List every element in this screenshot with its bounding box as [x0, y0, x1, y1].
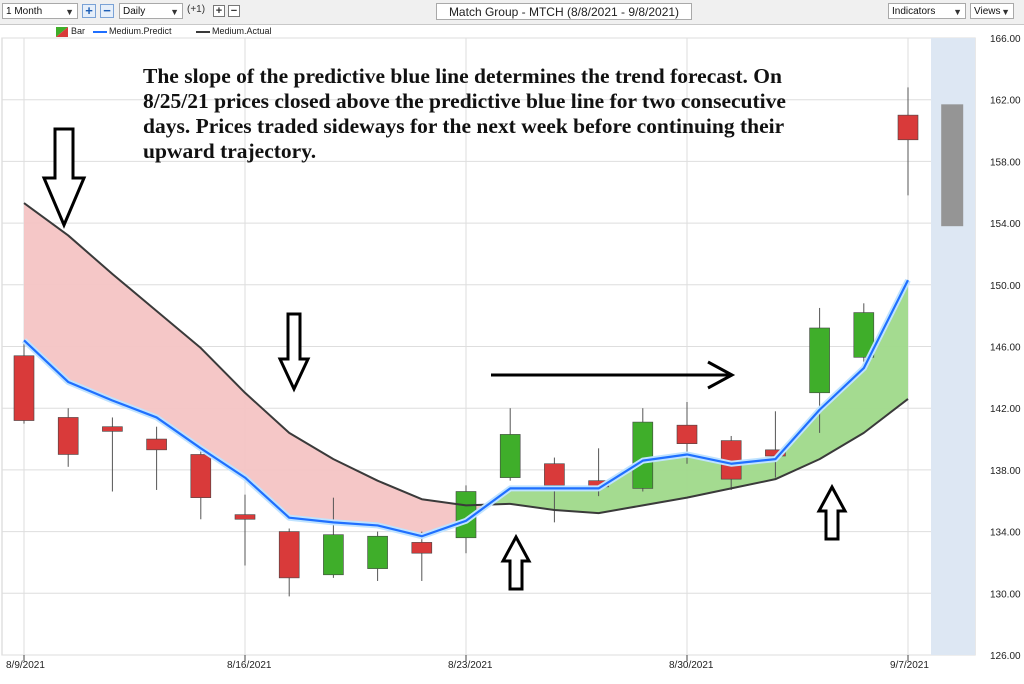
indicators-dropdown[interactable]: Indicators ▼ [888, 3, 966, 19]
forecast-bar [941, 104, 964, 227]
actual-legend-swatch [196, 31, 210, 33]
y-tick-label: 138.00 [990, 466, 1021, 477]
x-tick-label: 8/30/2021 [669, 660, 714, 671]
zoom-in-button[interactable]: + [82, 4, 96, 18]
chevron-down-icon: ▼ [953, 7, 962, 17]
toolbar: 1 Month ▼ + − Daily ▼ (+1) + − Match Gro… [0, 0, 1024, 25]
indicators-label: Indicators [892, 6, 936, 17]
zoom-out-button[interactable]: − [100, 4, 114, 18]
candle-down [676, 424, 698, 444]
down-arrow-icon [41, 127, 87, 229]
period-select[interactable]: 1 Month ▼ [2, 3, 78, 19]
step-minus-button[interactable]: − [228, 5, 240, 17]
chevron-down-icon: ▼ [65, 7, 74, 17]
x-tick-label: 8/9/2021 [6, 660, 45, 671]
chevron-down-icon: ▼ [1001, 7, 1010, 17]
candle-down [13, 355, 35, 421]
candle-down [190, 454, 212, 498]
candle-down [146, 438, 167, 451]
bullish-cloud [488, 280, 908, 514]
interval-step: (+1) [187, 4, 206, 15]
up-arrow-icon [816, 483, 848, 541]
annotation-text: The slope of the predictive blue line de… [143, 64, 786, 163]
up-arrow-icon [500, 533, 532, 591]
y-tick-label: 150.00 [990, 281, 1021, 292]
predict-line [23, 279, 909, 538]
chart-title: Match Group - MTCH (8/8/2021 - 9/8/2021) [436, 3, 692, 20]
x-tick-label: 8/23/2021 [448, 660, 493, 671]
y-axis: 126.00 130.00 134.00 138.00 142.00 146.00 150.… [990, 34, 1021, 662]
candle-down [234, 514, 256, 520]
legend-bar-label: Bar [71, 26, 86, 36]
candle-down [897, 114, 919, 141]
period-select-value: 1 Month [6, 6, 43, 17]
y-tick-label: 142.00 [990, 404, 1021, 415]
candle-up [853, 312, 875, 358]
candle-up [499, 434, 521, 478]
candle-down [411, 542, 433, 554]
candle-down [57, 417, 79, 455]
candle-up [809, 327, 830, 394]
x-axis: 8/9/2021 8/16/2021 8/23/2021 8/30/2021 9/7/2… [6, 655, 929, 671]
candles [13, 87, 964, 597]
candle-up [323, 534, 344, 576]
right-arrow-icon [707, 360, 736, 390]
y-tick-label: 154.00 [990, 219, 1021, 230]
bar-legend-icon [56, 27, 68, 37]
candle-up [367, 535, 388, 569]
views-label: Views [974, 6, 1001, 17]
candle-up [632, 421, 654, 489]
interval-select[interactable]: Daily ▼ [119, 3, 183, 19]
candle-down [544, 463, 565, 486]
predict-legend-swatch [93, 31, 107, 33]
indicator-lines [21, 202, 911, 540]
y-tick-label: 162.00 [990, 96, 1021, 107]
legend-actual-label: Medium.Actual [212, 26, 272, 36]
x-tick-label: 8/16/2021 [227, 660, 272, 671]
y-tick-label: 126.00 [990, 651, 1021, 662]
y-tick-label: 146.00 [990, 343, 1021, 354]
down-arrow-icon [277, 312, 311, 393]
interval-select-value: Daily [123, 6, 146, 17]
annotation-arrows [41, 127, 848, 591]
x-tick-label: 9/7/2021 [890, 660, 929, 671]
candle-down [278, 531, 300, 579]
views-dropdown[interactable]: Views ▼ [970, 3, 1014, 19]
step-plus-button[interactable]: + [213, 5, 225, 17]
legend-predict-label: Medium.Predict [109, 26, 172, 36]
candle-down [102, 426, 123, 432]
actual-line [23, 202, 909, 515]
y-tick-label: 158.00 [990, 157, 1021, 168]
y-tick-label: 134.00 [990, 528, 1021, 539]
y-tick-label: 130.00 [990, 589, 1021, 600]
chevron-down-icon: ▼ [170, 7, 179, 17]
y-tick-label: 166.00 [990, 34, 1021, 45]
